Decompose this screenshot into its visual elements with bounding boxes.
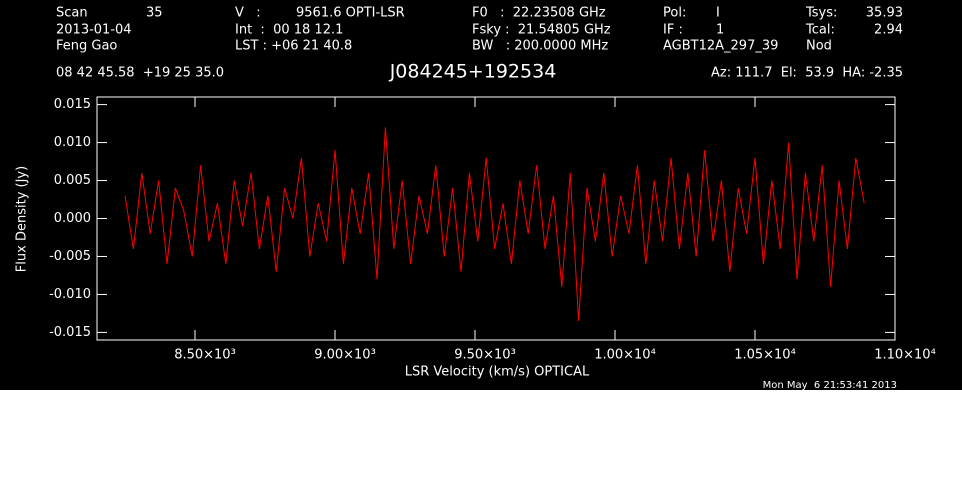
- y-tick-label: -0.010: [49, 287, 91, 302]
- header-text: 35.93: [866, 6, 903, 21]
- y-tick-label: 0.000: [54, 211, 91, 226]
- header-text: LST : +06 21 40.8: [235, 39, 352, 54]
- header-text: 1: [716, 23, 724, 38]
- x-tick-label: 1.10×10⁴: [874, 348, 936, 363]
- header-text: BW : 200.0000 MHz: [472, 39, 608, 54]
- header-text: 35: [146, 6, 163, 21]
- header-text: F0 : 22.23508 GHz: [472, 6, 606, 21]
- header-text: 9561.6 OPTI-LSR: [296, 6, 405, 21]
- x-tick-label: 9.50×10³: [454, 348, 516, 363]
- y-tick-label: -0.015: [49, 325, 91, 340]
- header-text: Tsys:: [805, 6, 837, 21]
- header-text: V :: [235, 6, 261, 21]
- y-tick-label: 0.010: [54, 135, 91, 150]
- y-tick-label: 0.015: [54, 97, 91, 112]
- data-line: [124, 127, 865, 322]
- header-text: Int : 00 18 12.1: [235, 23, 343, 38]
- x-tick-label: 8.50×10³: [174, 348, 236, 363]
- header-text: 2013-01-04: [56, 23, 132, 38]
- plot-background: [0, 0, 962, 390]
- y-axis-label: Flux Density (Jy): [15, 166, 30, 272]
- header-text: AGBT12A_297_39: [663, 39, 778, 54]
- header-text: 2.94: [874, 23, 903, 38]
- x-tick-label: 1.05×10⁴: [734, 348, 796, 363]
- header-text: 08 42 45.58 +19 25 35.0: [56, 66, 224, 81]
- chart-title: J084245+192534: [389, 61, 557, 83]
- header-text: Feng Gao: [56, 39, 117, 54]
- x-tick-label: 9.00×10³: [314, 348, 376, 363]
- timestamp: Mon May 6 21:53:41 2013: [763, 380, 897, 391]
- header-text: Scan: [56, 6, 88, 21]
- header-text: Nod: [806, 39, 832, 54]
- header-text: I: [716, 6, 720, 21]
- header-text: Pol:: [663, 6, 686, 21]
- x-axis-label: LSR Velocity (km/s) OPTICAL: [405, 365, 590, 380]
- header-text: IF :: [663, 23, 683, 38]
- y-tick-label: -0.005: [49, 249, 91, 264]
- x-tick-label: 1.00×10⁴: [594, 348, 656, 363]
- y-tick-label: 0.005: [54, 173, 91, 188]
- header-text: Az: 111.7 El: 53.9 HA: -2.35: [711, 66, 903, 81]
- header-text: Fsky : 21.54805 GHz: [472, 23, 611, 38]
- header-text: Tcal:: [805, 23, 835, 38]
